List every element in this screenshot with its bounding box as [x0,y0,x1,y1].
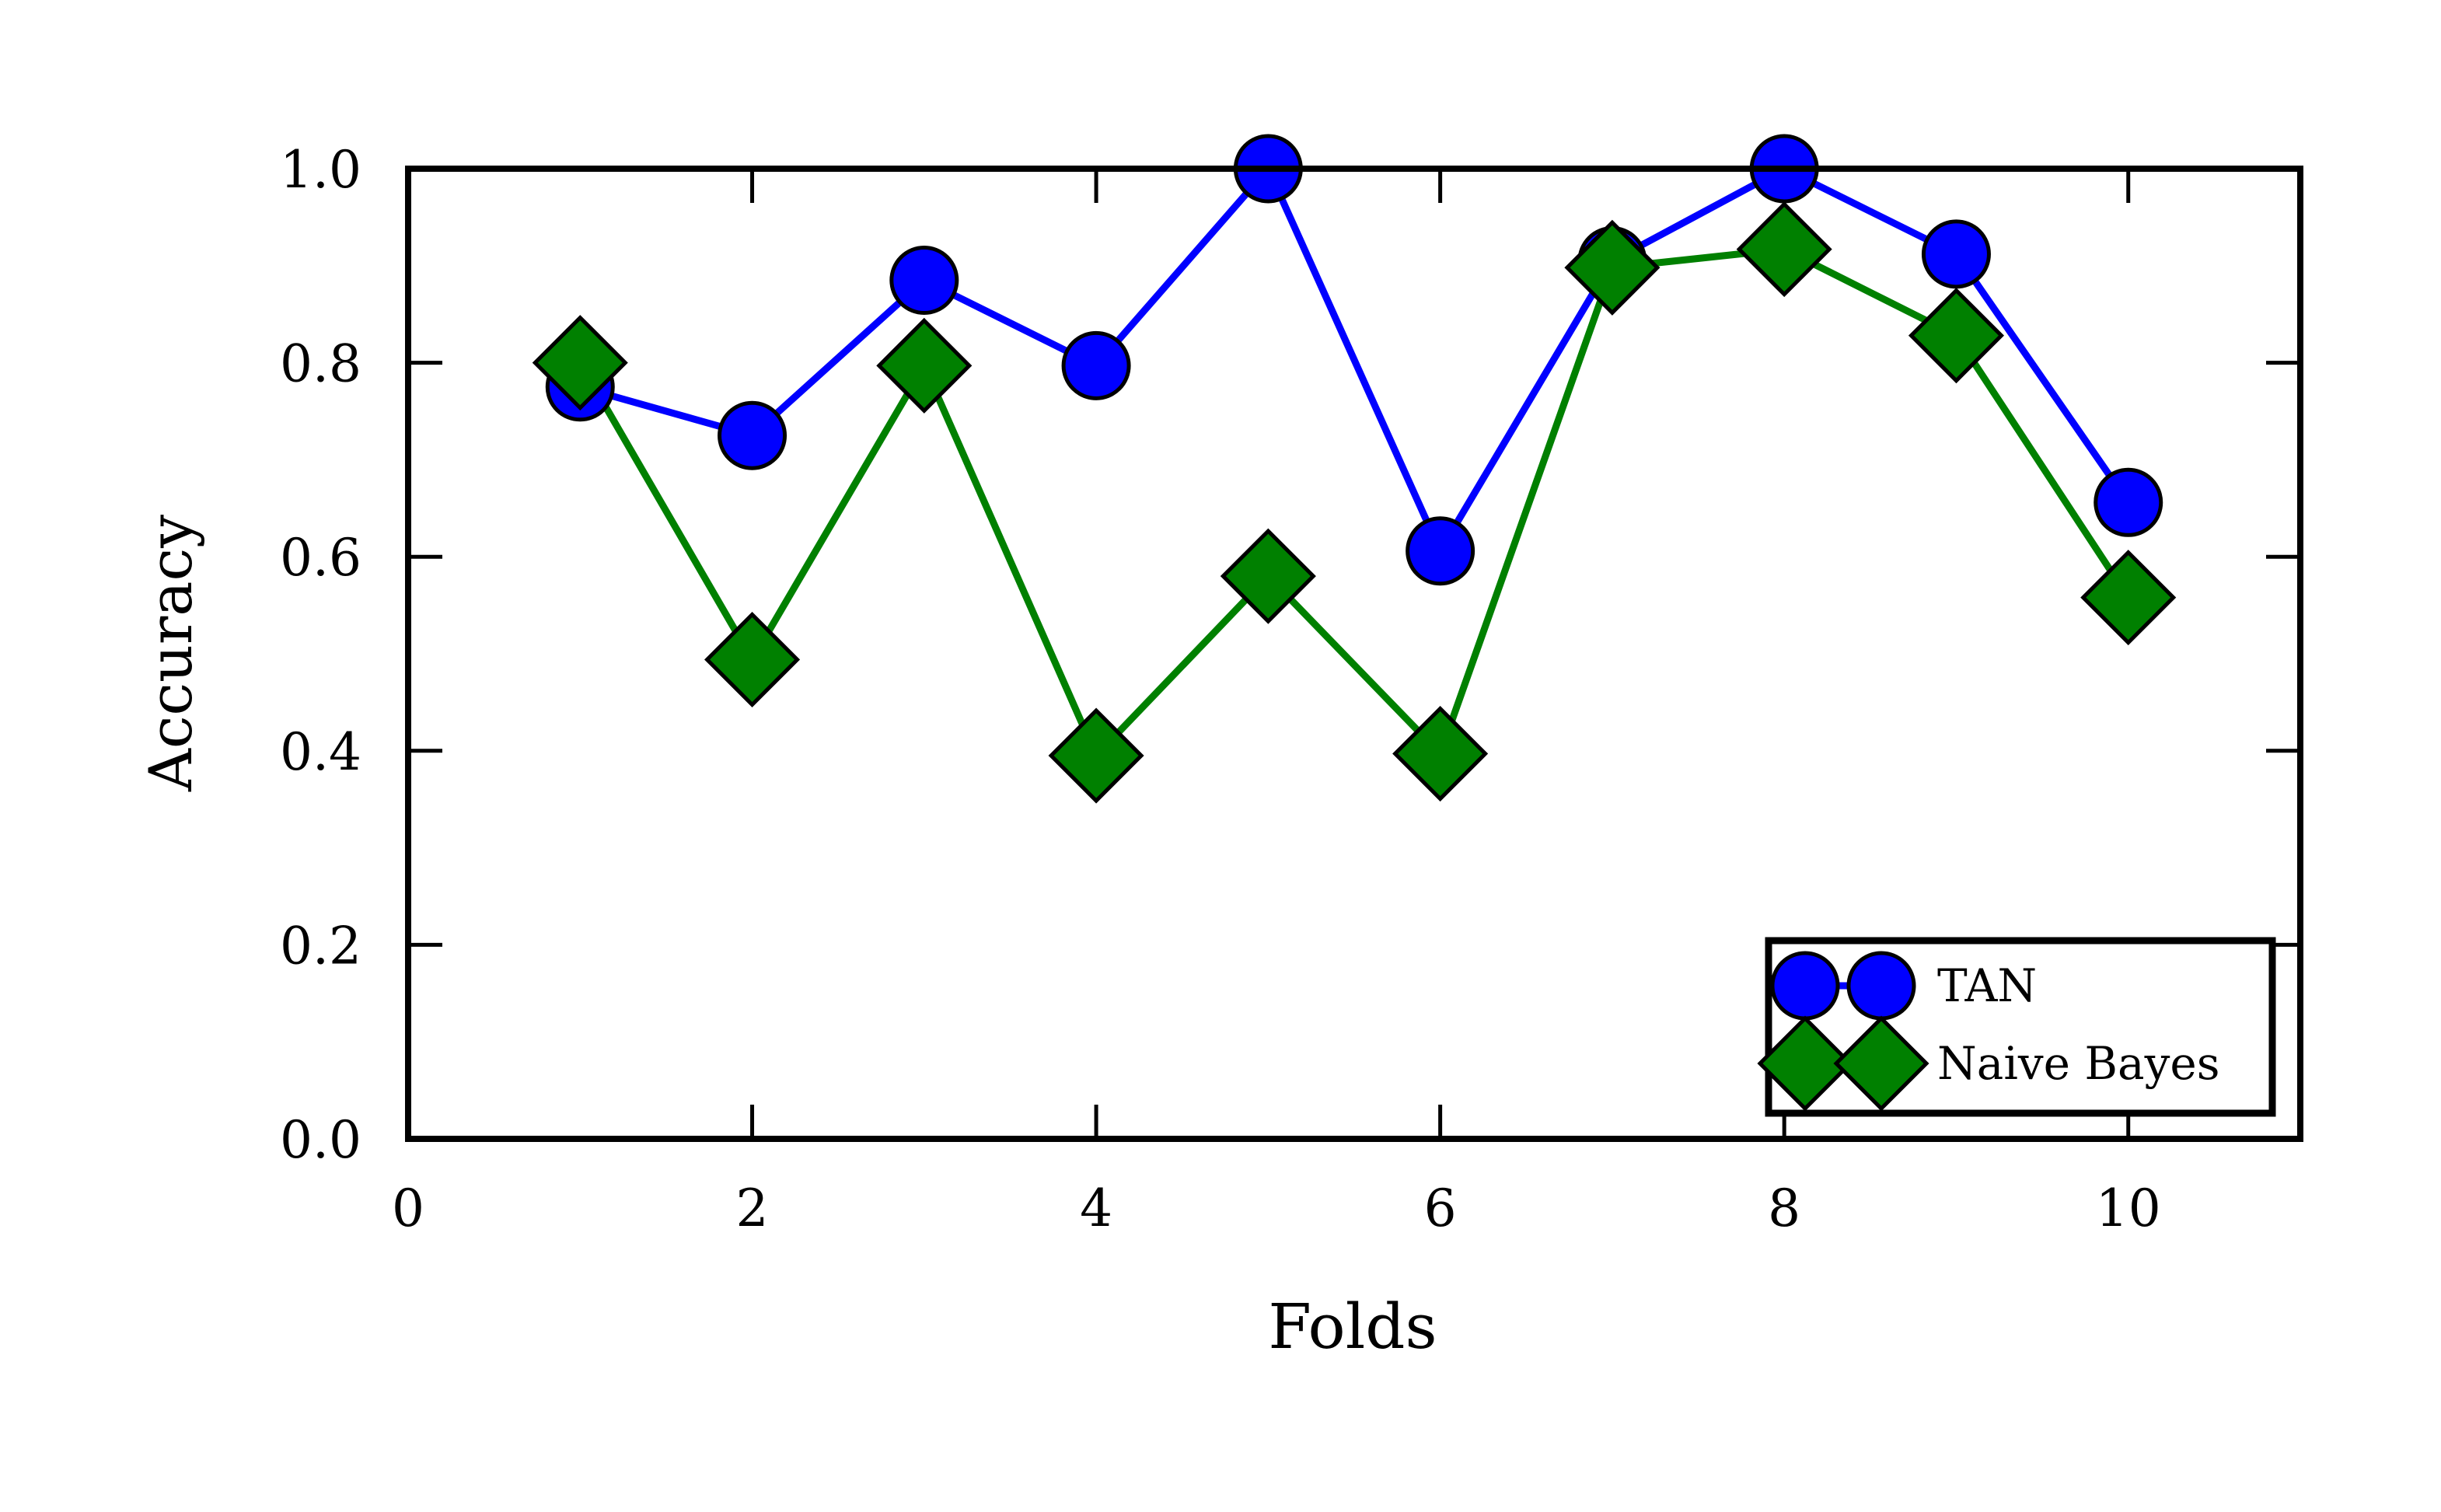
legend-marker-tan [1846,951,1916,1021]
y-tick-label: 1.0 [280,140,361,200]
legend-label-naive-bayes: Naive Bayes [1937,1037,2219,1090]
y-axis-label: Accuracy [136,515,205,792]
data-point-naive-bayes [2080,550,2177,646]
x-tick-label: 8 [1768,1179,1800,1238]
data-point-naive-bayes [704,611,801,708]
legend-label-tan: TAN [1937,959,2037,1012]
x-tick-label: 10 [2096,1179,2161,1238]
data-point-naive-bayes [1736,201,1832,298]
data-point-tan [1921,219,1991,289]
legend-marker-naive-bayes [1833,1015,1929,1112]
x-tick-label: 4 [1080,1179,1112,1238]
y-tick-label: 0.2 [280,916,361,976]
data-point-tan [2094,467,2163,537]
data-point-naive-bayes [1048,707,1144,804]
data-point-tan [1061,330,1131,400]
data-point-naive-bayes [876,317,973,414]
legend-marker-tan [1770,951,1840,1021]
series-lines [577,165,2132,759]
data-point-naive-bayes [532,315,628,411]
series-markers [532,134,2177,804]
x-axis-label: Folds [1268,1290,1437,1363]
data-point-tan [718,400,787,470]
data-point-tan [1406,516,1475,586]
x-tick-label: 6 [1424,1179,1457,1238]
y-tick-label: 0.0 [280,1110,361,1170]
data-point-naive-bayes [1908,288,2004,384]
series-line-naive-bayes [577,246,2132,759]
x-tick-label: 2 [736,1179,769,1238]
series-line-tan [579,165,2132,555]
tick-labels: 0 2 4 6 8 10 0.0 0.2 0.4 0.6 0.8 1.0 [280,140,2161,1238]
data-point-tan [889,246,959,316]
y-tick-label: 0.4 [280,722,361,782]
data-point-naive-bayes [1220,528,1316,624]
data-point-naive-bayes [1392,706,1489,802]
plot-area-frame [405,166,2303,1142]
legend: TAN Naive Bayes [1757,937,2276,1117]
data-point-naive-bayes [1564,219,1661,316]
x-tick-label: 0 [392,1179,424,1238]
y-tick-label: 0.6 [280,528,361,588]
legend-marker-naive-bayes [1757,1015,1853,1112]
y-tick-label: 0.8 [280,334,361,394]
